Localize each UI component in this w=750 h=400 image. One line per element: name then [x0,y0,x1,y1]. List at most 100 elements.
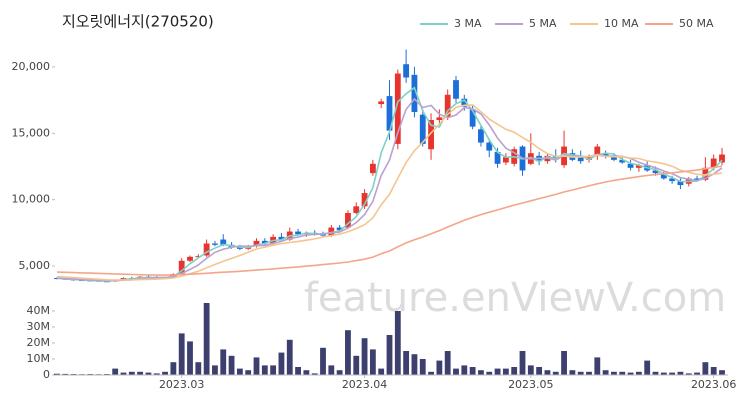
candle-body [195,256,202,258]
candle-body [660,174,667,179]
volume-bar [220,349,227,375]
y-tick-label: 0 [43,368,50,381]
volume-bar [552,371,559,375]
volume-bar [511,367,518,375]
y-tick-label: 10M [27,352,51,365]
volume-bar [336,370,343,375]
candle-body [345,212,351,228]
volume-bar [685,373,692,375]
candle-body [394,73,401,144]
volume-bar [162,371,168,375]
volume-bar [544,370,551,375]
volume-bar [594,357,601,375]
candle-body [461,98,468,107]
candle-body [220,239,227,245]
candle-body [336,227,343,231]
volume-bar [611,371,617,375]
candle-body [328,227,335,236]
candle-body [611,155,617,160]
volume-bar [502,368,509,375]
volume-bar [270,365,277,375]
x-tick-label: 2023.06 [691,378,737,391]
x-tick-label: 2023.05 [508,378,554,391]
volume-bar [403,351,410,375]
candle-body [478,129,484,143]
candle-body [187,256,193,261]
candle-body [353,206,360,213]
volume-bar [411,354,418,375]
volume-bar [527,365,534,375]
chart-title: 지오릿에너지(270520) [62,13,214,31]
y-tick-label: 20,000 [12,60,51,73]
volume-bar [236,368,243,375]
volume-bar [278,352,285,375]
candle-body [428,120,434,150]
volume-bar [62,373,69,375]
volume-bar [153,373,160,375]
volume-bar [644,360,651,375]
volume-bar [203,303,210,375]
y-tick-label: 20M [27,336,51,349]
volume-bar [137,371,144,375]
volume-bar [286,339,293,375]
candle-body [212,243,218,245]
candle-body [261,240,268,244]
volume-bar [694,372,700,375]
legend-label: 3 MA [454,17,482,30]
volume-bar [461,365,468,375]
volume-bar [261,365,268,375]
ma-line [56,104,723,281]
volume-bar [586,371,592,375]
volume-bar [353,355,360,375]
candle-body [635,165,642,168]
volume-bar [295,367,301,375]
volume-bar [120,372,127,375]
candle-body [203,243,210,256]
volume-bar [677,371,684,375]
volume-bar [444,351,451,375]
volume-bar [187,341,193,375]
candle-body [411,74,418,113]
candle-body [403,64,410,78]
candle-body [253,240,260,247]
candle-body [469,109,476,127]
volume-bar [619,371,626,375]
volume-bar [394,311,401,375]
x-tick-label: 2023.03 [159,378,205,391]
candle-body [677,181,684,186]
volume-bar [635,371,642,375]
y-tick-label: 30M [27,320,51,333]
volume-bar [320,347,326,375]
volume-bar [361,338,368,375]
volume-bar [453,368,459,375]
volume-bar [660,372,667,375]
volume-bar [428,371,434,375]
volume-bar [112,368,119,375]
candle-body [494,151,501,164]
candle-body [178,260,185,275]
volume-bar [212,365,218,375]
volume-bar [719,370,725,375]
volume-bar [245,370,252,375]
legend-label: 50 MA [679,17,714,30]
candle-body [702,167,709,180]
volume-bar [345,330,351,375]
candle-body [236,247,243,249]
volume-bar [228,355,235,375]
volume-bar [178,333,185,375]
candle-body [436,117,443,120]
candle-body [453,80,459,99]
volume-bar [469,367,476,375]
y-tick-label: 5,000 [19,259,51,272]
volume-bar [195,362,202,375]
volume-bar [378,368,385,375]
ma-line [56,165,723,276]
candle-body [444,94,451,118]
candle-body [369,163,376,174]
watermark: feature.enViewV.com [304,275,726,321]
y-tick-label: 10,000 [12,193,51,206]
candle-body [577,155,584,162]
volume-bar [303,370,310,375]
candle-body [502,157,509,163]
